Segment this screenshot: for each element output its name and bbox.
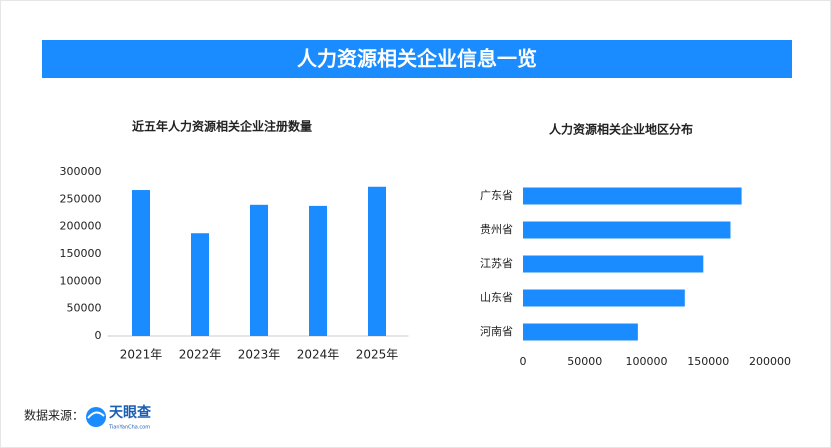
bar — [309, 205, 327, 336]
bar — [132, 190, 150, 336]
logo-wave — [87, 411, 105, 419]
x-tick-label: 150000 — [687, 355, 729, 368]
header-bar — [42, 40, 792, 78]
y-tick-label: 江苏省 — [480, 257, 513, 270]
x-tick-label: 200000 — [749, 355, 791, 368]
chart-title: 人力资源相关企业地区分布 — [549, 122, 693, 137]
y-tick-label: 广东省 — [480, 189, 513, 202]
y-tick-label: 50000 — [67, 302, 102, 315]
bar — [523, 289, 685, 307]
bar — [523, 255, 704, 273]
chart-title: 近五年人力资源相关企业注册数量 — [132, 119, 312, 134]
x-tick-label: 2024年 — [297, 348, 340, 362]
x-tick-label: 100000 — [626, 355, 668, 368]
x-tick-label: 0 — [520, 355, 527, 368]
y-tick-label: 300000 — [60, 165, 102, 178]
y-tick-label: 河南省 — [480, 325, 513, 338]
logo-site: TianYanCha.com — [108, 425, 150, 431]
logo-icon — [86, 407, 106, 427]
x-tick-label: 2021年 — [120, 348, 163, 362]
bar — [523, 187, 742, 205]
y-tick-label: 200000 — [60, 220, 102, 233]
logo-name: 天眼查 — [109, 404, 152, 421]
x-tick-label: 50000 — [567, 355, 602, 368]
y-tick-label: 150000 — [60, 247, 102, 260]
source-label: 数据来源： — [24, 408, 84, 423]
bar — [523, 221, 731, 239]
y-tick-label: 山东省 — [480, 291, 513, 304]
x-tick-label: 2022年 — [179, 348, 222, 362]
header-title: 人力资源相关企业信息一览 — [297, 47, 537, 71]
bar — [250, 204, 268, 336]
x-tick-label: 2023年 — [238, 348, 281, 362]
bar — [191, 233, 209, 336]
y-tick-label: 250000 — [60, 192, 102, 205]
bar — [368, 186, 386, 336]
x-tick-label: 2025年 — [356, 348, 399, 362]
y-tick-label: 0 — [95, 329, 102, 342]
y-tick-label: 贵州省 — [480, 223, 513, 236]
y-tick-label: 100000 — [60, 274, 102, 287]
bar — [523, 323, 638, 341]
